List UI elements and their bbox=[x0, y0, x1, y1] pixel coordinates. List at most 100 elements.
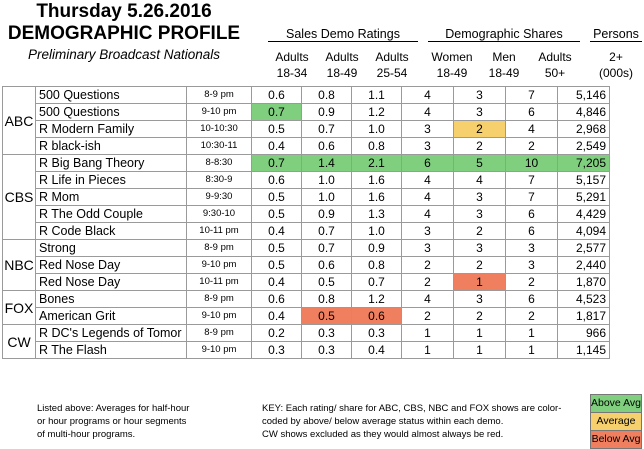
value-cell: 0.7 bbox=[301, 222, 352, 240]
show-name: R Big Bang Theory bbox=[35, 154, 187, 172]
value-cell: 2,968 bbox=[557, 120, 610, 138]
time-slot: 10-10:30 bbox=[186, 120, 252, 138]
table-row: CW R DC's Legends of Tomor 8-9 pm 0.2 0.3 0.3… bbox=[2, 324, 610, 359]
column-header: Adults 18-34 bbox=[269, 49, 315, 81]
value-cell: 7,205 bbox=[557, 154, 610, 172]
value-cell: 4,846 bbox=[557, 103, 610, 121]
value-cell: 0.7 bbox=[351, 273, 402, 291]
value-cell: 0.4 bbox=[251, 273, 302, 291]
value-cell: 6 bbox=[505, 103, 558, 121]
column-header: Men 18-49 bbox=[480, 49, 528, 81]
value-cell: 3 bbox=[401, 222, 454, 240]
value-cell: 2 bbox=[505, 137, 558, 155]
value-cell: 2 bbox=[453, 307, 506, 325]
value-cell: 0.5 bbox=[301, 273, 352, 291]
value-cell: 4,094 bbox=[557, 222, 610, 240]
value-cell: 1.2 bbox=[351, 290, 402, 308]
value-cell: 5 bbox=[453, 154, 506, 172]
value-cell: 7 bbox=[505, 188, 558, 206]
value-cell: 5,291 bbox=[557, 188, 610, 206]
column-header-bottom: 25-54 bbox=[376, 66, 408, 80]
value-cell: 1.2 bbox=[351, 103, 402, 121]
legend-above: Above Avg bbox=[590, 394, 642, 413]
value-cell: 1.6 bbox=[351, 171, 402, 189]
table-row: R Modern Family 10-10:30 0.5 0.7 1.0 3 2 4 2,968 bbox=[3, 120, 610, 138]
time-slot: 9-10 pm bbox=[186, 341, 252, 359]
value-cell: 1 bbox=[505, 341, 558, 359]
table-row: FOX Bones 8-9 pm 0.6 0.8 1.2 4 3 6 4,523 bbox=[2, 290, 610, 325]
table-row: American Grit 9-10 pm 0.4 0.5 0.6 2 2 2 1,817 bbox=[3, 307, 610, 325]
value-cell: 2 bbox=[453, 256, 506, 274]
value-cell: 0.3 bbox=[301, 341, 352, 359]
value-cell: 6 bbox=[505, 290, 558, 308]
show-name: Bones bbox=[35, 290, 187, 308]
value-cell: 0.2 bbox=[251, 324, 302, 342]
value-cell: 1.6 bbox=[351, 188, 402, 206]
footer-key: KEY: Each rating/ share for ABC, CBS, NB… bbox=[262, 402, 561, 441]
value-cell: 2 bbox=[453, 222, 506, 240]
column-header-top: Men bbox=[492, 50, 516, 64]
time-slot: 8-8:30 bbox=[186, 154, 252, 172]
value-cell: 1.0 bbox=[351, 120, 402, 138]
time-slot: 10-11 pm bbox=[186, 222, 252, 240]
table-row: R Life in Pieces 8:30-9 0.6 1.0 1.6 4 4 7 5,157 bbox=[3, 171, 610, 189]
value-cell: 0.4 bbox=[351, 341, 402, 359]
value-cell: 6 bbox=[401, 154, 454, 172]
value-cell: 7 bbox=[505, 171, 558, 189]
table-row: 500 Questions 9-10 pm 0.7 0.9 1.2 4 3 6 4,846 bbox=[3, 103, 610, 121]
value-cell: 0.5 bbox=[251, 205, 302, 223]
value-cell: 0.5 bbox=[301, 307, 352, 325]
value-cell: 0.5 bbox=[251, 188, 302, 206]
show-name: R DC's Legends of Tomor bbox=[35, 324, 187, 342]
column-header-top: Adults bbox=[325, 50, 359, 64]
value-cell: 2 bbox=[401, 273, 454, 291]
show-name: R black-ish bbox=[35, 137, 187, 155]
show-name: 500 Questions bbox=[35, 86, 187, 104]
value-cell: 3 bbox=[505, 256, 558, 274]
value-cell: 6 bbox=[505, 205, 558, 223]
value-cell: 966 bbox=[557, 324, 610, 342]
legend-average: Average bbox=[590, 412, 642, 431]
value-cell: 1 bbox=[401, 341, 454, 359]
column-header-bottom: 18-49 bbox=[436, 66, 468, 80]
footer-note-line: Listed above: Averages for half-hour bbox=[37, 403, 190, 414]
value-cell: 0.4 bbox=[251, 137, 302, 155]
show-name: 500 Questions bbox=[35, 103, 187, 121]
column-header-bottom: (000s) bbox=[598, 66, 633, 80]
table-row: Red Nose Day 9-10 pm 0.5 0.6 0.8 2 2 3 2,440 bbox=[3, 256, 610, 274]
group-demo-shares: Demographic Shares bbox=[428, 27, 580, 42]
value-cell: 4,523 bbox=[557, 290, 610, 308]
value-cell: 0.7 bbox=[251, 103, 302, 121]
value-cell: 2 bbox=[401, 256, 454, 274]
legend-below: Below Avg bbox=[590, 430, 642, 449]
value-cell: 1 bbox=[453, 324, 506, 342]
footer-key-line: KEY: Each rating/ share for ABC, CBS, NB… bbox=[262, 403, 562, 414]
ratings-table: ABC 500 Questions 8-9 pm 0.6 0.8 1.1 4 3 7 5,146 5… bbox=[2, 86, 610, 359]
value-cell: 1,817 bbox=[557, 307, 610, 325]
value-cell: 0.4 bbox=[251, 307, 302, 325]
time-slot: 8-9 pm bbox=[186, 324, 252, 342]
value-cell: 10 bbox=[505, 154, 558, 172]
value-cell: 3 bbox=[401, 239, 454, 257]
column-header: Adults 25-54 bbox=[369, 49, 415, 81]
value-cell: 3 bbox=[453, 290, 506, 308]
table-row: R The Flash 9-10 pm 0.3 0.3 0.4 1 1 1 1,145 bbox=[3, 341, 610, 359]
value-cell: 7 bbox=[505, 86, 558, 104]
value-cell: 1 bbox=[453, 273, 506, 291]
value-cell: 0.6 bbox=[251, 86, 302, 104]
value-cell: 0.8 bbox=[351, 137, 402, 155]
time-slot: 8-9 pm bbox=[186, 86, 252, 104]
table-row: NBC Strong 8-9 pm 0.5 0.7 0.9 3 3 3 2,577 bbox=[2, 239, 610, 291]
column-header: Adults 50+ bbox=[531, 49, 579, 81]
value-cell: 4 bbox=[401, 205, 454, 223]
value-cell: 2.1 bbox=[351, 154, 402, 172]
column-header-top: Women bbox=[431, 50, 473, 64]
value-cell: 3 bbox=[453, 205, 506, 223]
value-cell: 4,429 bbox=[557, 205, 610, 223]
value-cell: 6 bbox=[505, 222, 558, 240]
time-slot: 9-9:30 bbox=[186, 188, 252, 206]
time-slot: 8-9 pm bbox=[186, 239, 252, 257]
value-cell: 0.6 bbox=[251, 290, 302, 308]
value-cell: 0.7 bbox=[301, 120, 352, 138]
network-label: NBC bbox=[2, 239, 36, 291]
